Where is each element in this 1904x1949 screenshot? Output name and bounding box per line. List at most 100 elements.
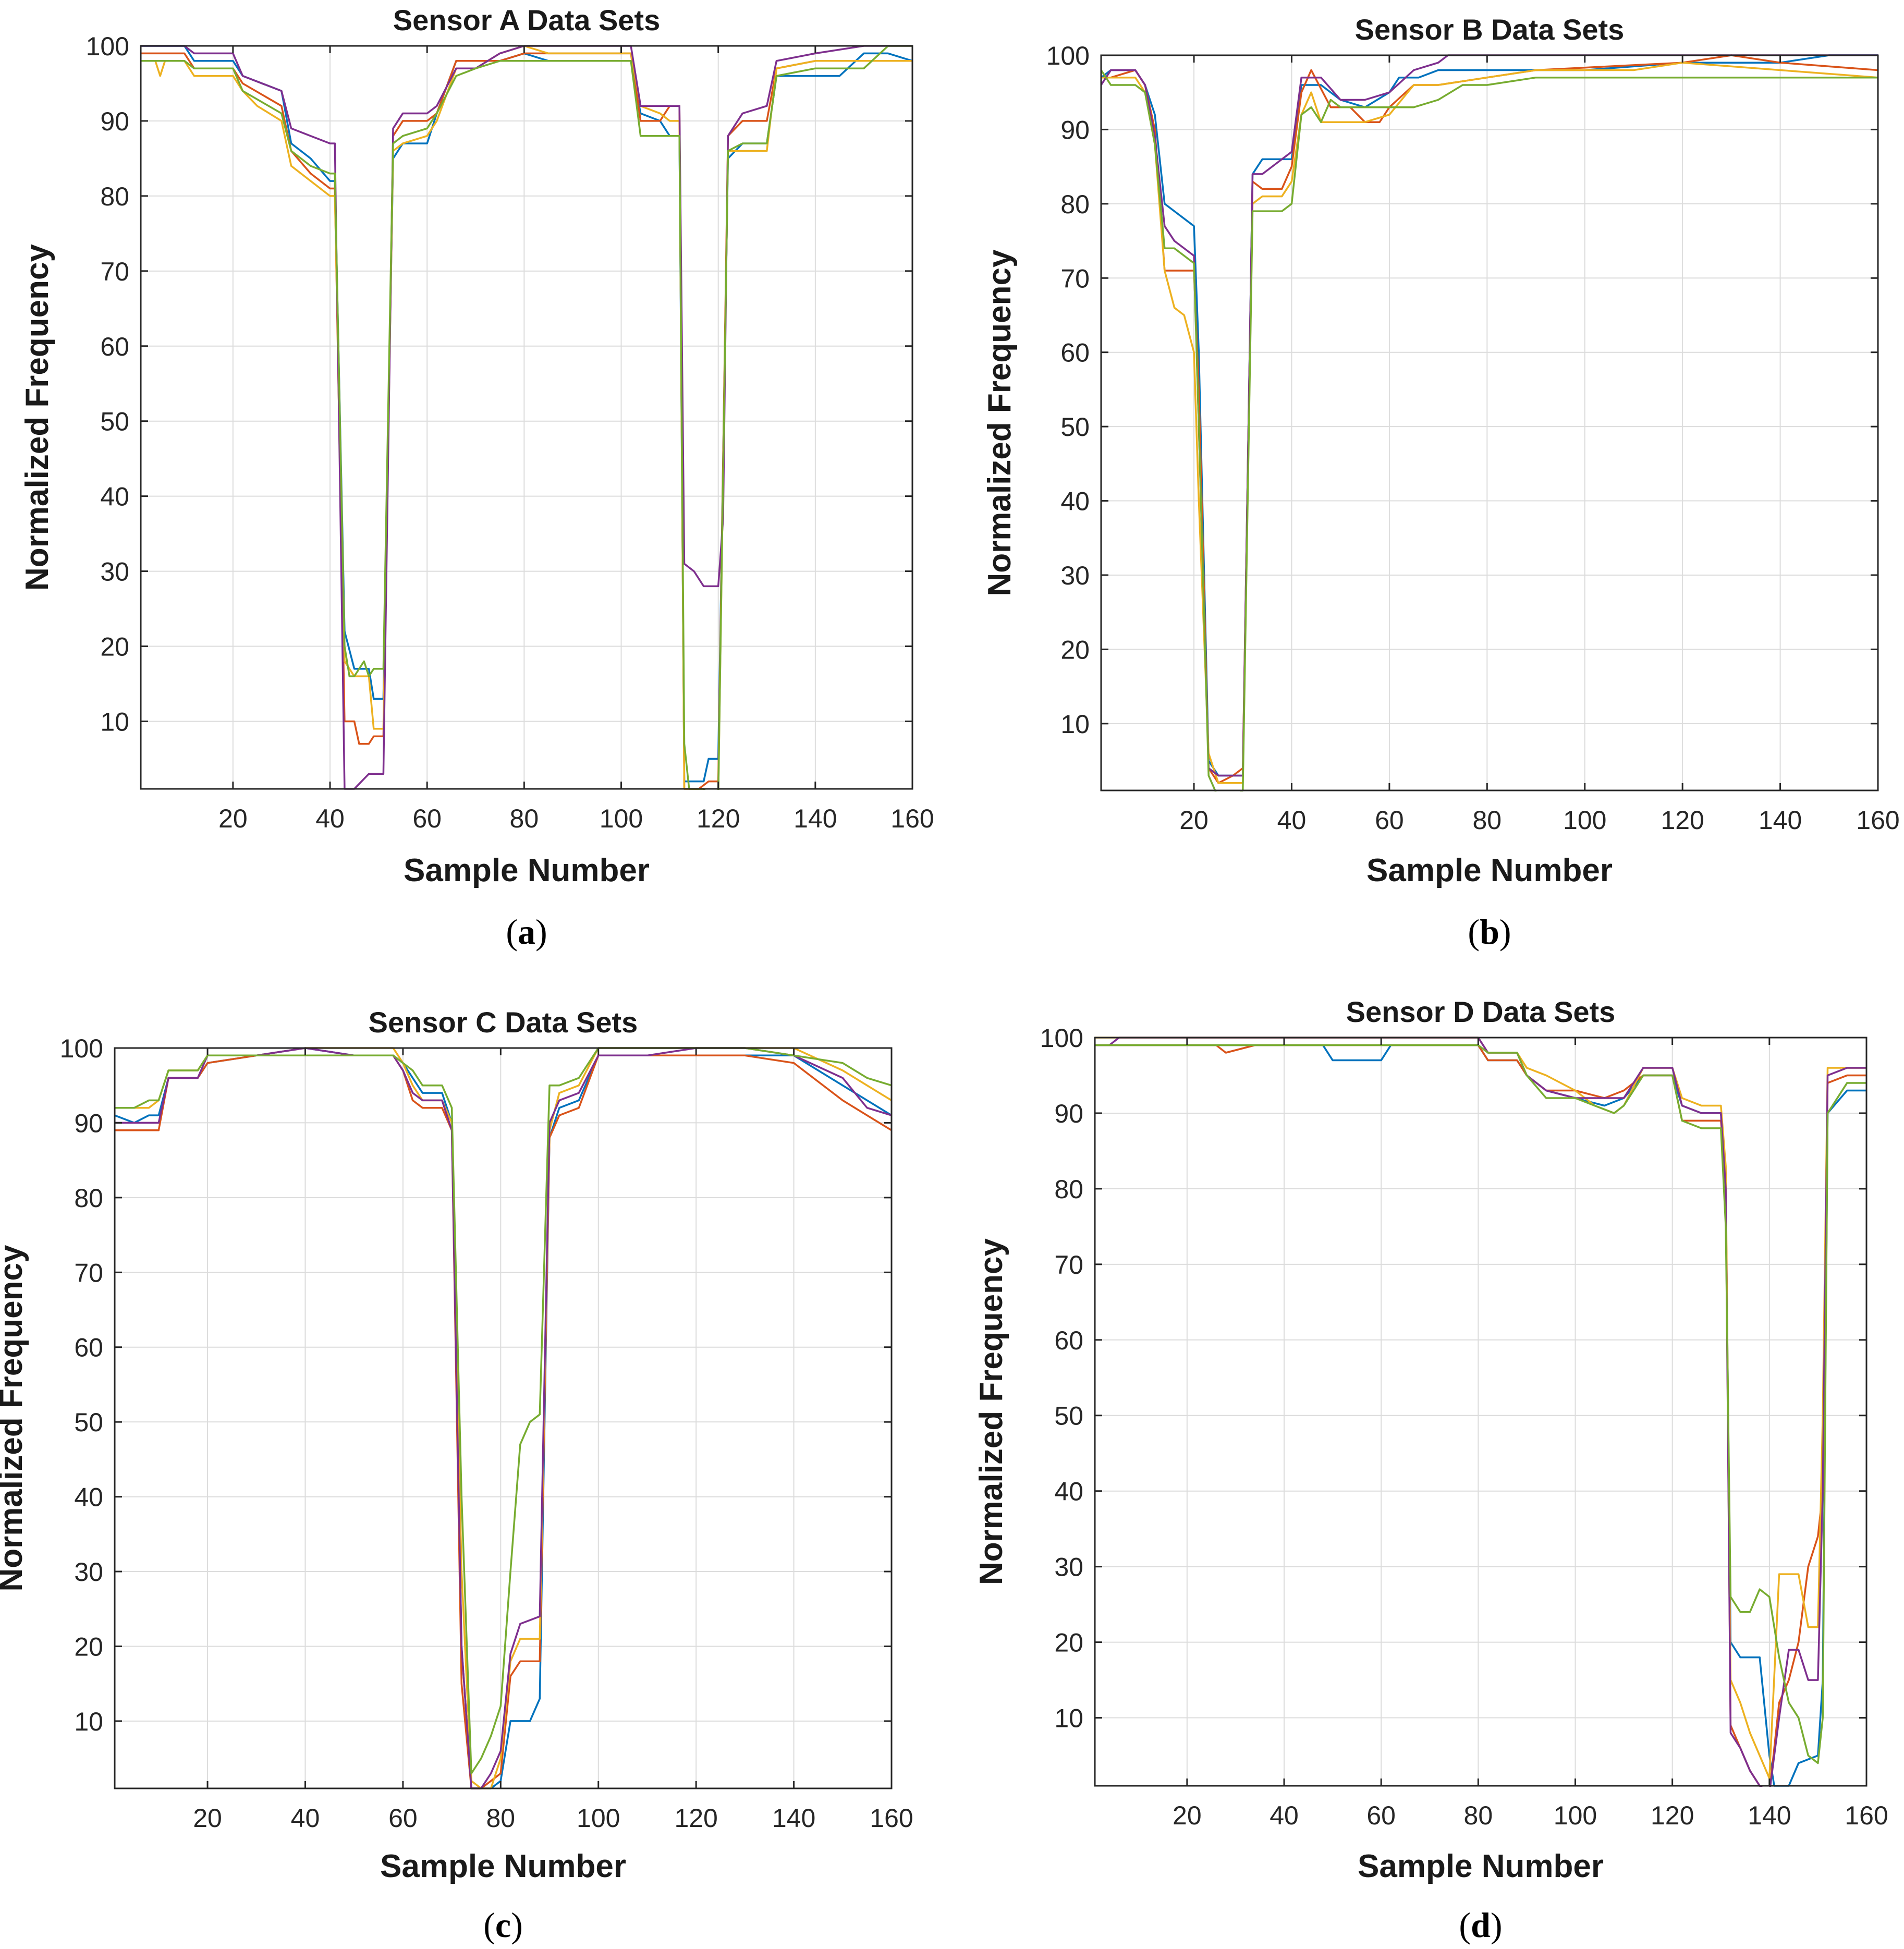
y-tick-label: 70: [1060, 264, 1090, 293]
x-tick-label: 140: [772, 1804, 815, 1833]
caption-paren-close: ): [1499, 912, 1511, 952]
y-tick-label: 80: [100, 182, 129, 211]
caption-paren-open: (: [1468, 912, 1480, 952]
y-tick-label: 40: [100, 482, 129, 511]
series-line-5: [141, 45, 912, 790]
chart-title: Sensor B Data Sets: [1355, 13, 1625, 46]
series-line-5: [1095, 1044, 1866, 1764]
chart-title: Sensor A Data Sets: [393, 4, 660, 36]
y-axis-label: Normalized Frequency: [0, 1245, 29, 1591]
x-tick-label: 40: [1277, 806, 1307, 835]
caption-paren-close: ): [535, 912, 547, 952]
y-axis-label: Normalized Frequency: [19, 244, 55, 591]
panel-caption-c: (c): [483, 1905, 523, 1945]
x-tick-label: 60: [412, 804, 442, 833]
y-tick-label: 60: [1054, 1326, 1083, 1355]
y-tick-label: 10: [1054, 1704, 1083, 1733]
x-tick-label: 40: [291, 1804, 320, 1833]
x-tick-label: 120: [697, 804, 740, 833]
x-tick-label: 20: [1179, 806, 1209, 835]
y-tick-label: 10: [100, 707, 129, 736]
chart-title: Sensor D Data Sets: [1346, 995, 1616, 1028]
caption-letter: d: [1471, 1905, 1491, 1945]
y-tick-label: 100: [60, 1034, 103, 1063]
x-tick-label: 160: [1845, 1801, 1888, 1830]
x-tick-label: 80: [486, 1804, 516, 1833]
axes-frame: [140, 45, 913, 790]
caption-letter: a: [518, 912, 535, 952]
x-axis-label: Sample Number: [380, 1848, 626, 1884]
y-tick-label: 90: [1060, 115, 1090, 144]
y-tick-label: 70: [100, 257, 129, 286]
x-tick-label: 140: [794, 804, 837, 833]
x-axis-label: Sample Number: [1366, 852, 1613, 888]
y-tick-label: 20: [100, 632, 129, 662]
x-tick-label: 20: [193, 1804, 222, 1833]
axes-frame: [114, 1047, 893, 1789]
y-tick-label: 50: [1054, 1402, 1083, 1431]
x-tick-label: 100: [1563, 806, 1606, 835]
x-tick-label: 100: [600, 804, 643, 833]
x-tick-label: 120: [674, 1804, 717, 1833]
y-tick-label: 20: [1054, 1628, 1083, 1658]
y-tick-label: 20: [74, 1632, 103, 1661]
panel-sensor-a: 20 40 60 80 100 120 140 160 10 20 30 40 50 60 70 80 90 10…: [19, 4, 934, 952]
y-tick-label: 70: [1054, 1250, 1083, 1280]
panel-sensor-d: 20 40 60 80 100 120 140 160 10 20 30 40 50 60 70 80 90 10…: [973, 995, 1888, 1945]
x-tick-label: 60: [1366, 1801, 1396, 1830]
x-tick-label: 120: [1661, 806, 1704, 835]
x-tick-label: 20: [218, 804, 248, 833]
y-tick-label: 90: [100, 107, 129, 136]
y-tick-label: 30: [1054, 1553, 1083, 1582]
x-tick-label: 140: [1748, 1801, 1791, 1830]
y-tick-label: 30: [1060, 561, 1090, 590]
x-tick-label: 80: [510, 804, 539, 833]
y-tick-label: 50: [1060, 412, 1090, 442]
x-tick-label: 100: [577, 1804, 620, 1833]
y-tick-label: 50: [100, 407, 129, 436]
plot-area: [141, 46, 912, 789]
y-tick-label: 40: [1054, 1477, 1083, 1506]
plot-area: [1101, 55, 1878, 790]
chart-title: Sensor C Data Sets: [369, 1006, 638, 1039]
y-tick-label: 80: [74, 1184, 103, 1213]
y-axis-label: Normalized Frequency: [982, 249, 1018, 596]
series-line-3: [1101, 62, 1878, 784]
y-tick-label: 80: [1060, 190, 1090, 219]
y-tick-label: 10: [1060, 710, 1090, 739]
y-tick-label: 30: [74, 1557, 103, 1587]
series-group: [141, 45, 912, 790]
y-tick-label: 10: [74, 1707, 103, 1736]
x-tick-label: 140: [1759, 806, 1802, 835]
x-axis-label: Sample Number: [404, 852, 650, 888]
y-tick-label: 100: [86, 32, 129, 61]
y-tick-label: 60: [100, 332, 129, 361]
axes-frame: [1100, 54, 1879, 791]
y-tick-label: 90: [74, 1109, 103, 1138]
y-tick-label: 100: [1040, 1024, 1083, 1053]
x-tick-label: 40: [1270, 1801, 1299, 1830]
caption-paren-close: ): [1491, 1905, 1503, 1945]
y-axis-label: Normalized Frequency: [973, 1238, 1009, 1585]
y-tick-label: 60: [74, 1333, 103, 1362]
plot-area: [1095, 1038, 1866, 1786]
y-tick-label: 40: [74, 1483, 103, 1512]
y-tick-label: 40: [1060, 487, 1090, 516]
caption-letter: b: [1480, 912, 1499, 952]
x-tick-label: 20: [1173, 1801, 1202, 1830]
y-tick-label: 100: [1046, 41, 1090, 70]
panel-caption-a: (a): [506, 912, 547, 952]
y-tick-label: 90: [1054, 1099, 1083, 1128]
y-tick-label: 60: [1060, 338, 1090, 368]
series-line-3: [141, 45, 912, 790]
caption-paren-open: (: [483, 1905, 495, 1945]
caption-paren-open: (: [1459, 1905, 1471, 1945]
panel-sensor-c: 20 40 60 80 100 120 140 160 10 20 30 40 50 60 70 80 90 10…: [0, 1006, 913, 1945]
axes-frame: [1094, 1037, 1868, 1787]
x-tick-label: 100: [1554, 1801, 1597, 1830]
caption-letter: c: [495, 1905, 511, 1945]
panel-caption-d: (d): [1459, 1905, 1502, 1945]
x-tick-label: 80: [1473, 806, 1502, 835]
x-axis-label: Sample Number: [1358, 1848, 1604, 1884]
